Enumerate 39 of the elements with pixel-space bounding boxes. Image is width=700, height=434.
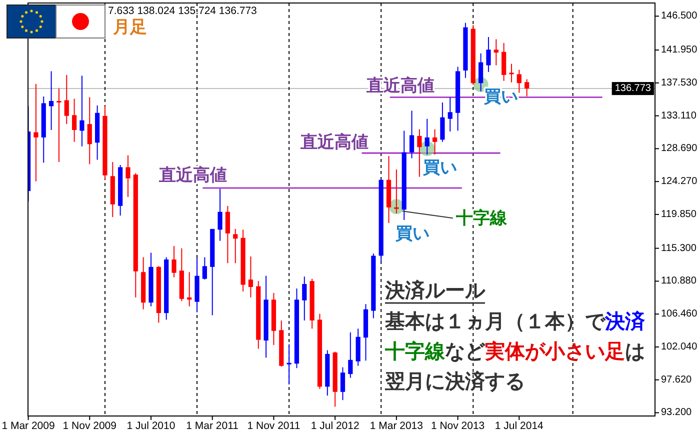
annotation: 直近高値 [365, 76, 434, 95]
ref-line-label: 136.773 [614, 83, 652, 94]
y-tick-label: 124.270 [661, 176, 698, 188]
x-tick-label: 1 Jul 2014 [494, 420, 544, 432]
annotation: 実体が小さい足 [484, 340, 625, 363]
x-tick-label: 1 Jul 2012 [310, 420, 360, 432]
x-tick-label: 1 Nov 2013 [430, 420, 485, 432]
annotation: 買い [394, 224, 430, 244]
y-tick-label: 115.300 [661, 242, 697, 254]
y-tick-label: 119.850 [661, 208, 697, 220]
text: 月足 [112, 18, 147, 36]
annotation: など [445, 341, 486, 363]
x-tick-label: 1 Mar 2009 [2, 420, 55, 432]
y-tick-label: 97.620 [661, 374, 692, 386]
y-tick-label: 110.880 [661, 276, 697, 287]
y-tick-label: 137.530 [661, 77, 698, 88]
annotation: は [625, 341, 645, 363]
annotation: 十字線 [384, 340, 446, 363]
annotation: 決済ルール [384, 279, 486, 302]
y-tick-label: 133.110 [661, 110, 697, 122]
y-tick-label: 128.690 [661, 143, 698, 154]
annotation: 決済 [604, 310, 646, 333]
x-tick-label: 1 Mar 2011 [186, 420, 239, 432]
annotation: 直近高値 [299, 132, 368, 152]
x-tick-label: 1 Jul 2010 [126, 420, 176, 432]
y-tick-label: 106.460 [661, 308, 698, 320]
y-tick-label: 141.950 [661, 44, 698, 56]
y-tick-label: 102.040 [661, 341, 698, 352]
annotation: 直近高値 [158, 166, 228, 185]
annotation: 基本は１ヵ月（１本）で [384, 311, 606, 333]
annotation: 7.633 138.024 135.724 136.773 [108, 5, 258, 17]
y-tick-label: 93.200 [661, 407, 692, 418]
y-tick-label: 146.500 [661, 10, 698, 22]
x-tick-label: 1 Nov 2009 [62, 420, 117, 432]
annotation: 十字線 [454, 208, 508, 228]
annotation: 翌月に決済する [384, 370, 525, 393]
x-tick-label: 1 Nov 2011 [247, 420, 300, 432]
annotation: 買い [422, 158, 458, 178]
x-tick-label: 1 Mar 2013 [370, 420, 424, 432]
